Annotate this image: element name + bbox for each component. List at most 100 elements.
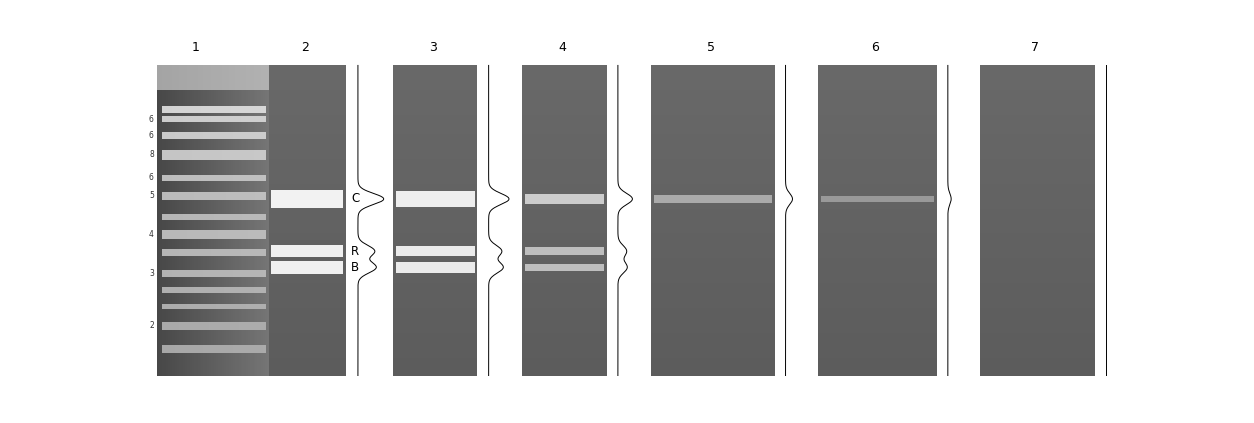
Bar [651, 140, 775, 146]
Bar [393, 277, 478, 283]
Bar [478, 66, 522, 376]
Bar [194, 66, 196, 376]
Bar [651, 221, 775, 227]
Bar [979, 215, 1095, 221]
Bar [169, 66, 172, 376]
Bar [207, 66, 209, 376]
Text: 3: 3 [429, 41, 436, 54]
Bar [268, 71, 346, 78]
Bar [818, 296, 937, 302]
Bar [393, 71, 478, 78]
Bar [979, 140, 1095, 146]
Bar [271, 190, 344, 209]
Bar [393, 339, 478, 345]
Text: 6: 6 [149, 173, 154, 182]
Bar [818, 128, 937, 134]
Bar [162, 287, 266, 294]
Bar [393, 370, 478, 376]
Bar [818, 159, 937, 165]
Bar [522, 202, 607, 209]
Bar [651, 252, 775, 258]
Bar [651, 327, 775, 333]
Text: 1: 1 [192, 41, 199, 54]
Bar [979, 264, 1095, 271]
Bar [818, 308, 937, 314]
Bar [268, 227, 346, 233]
Bar [651, 177, 775, 184]
Bar [162, 175, 266, 181]
Bar [818, 352, 937, 358]
Bar [818, 321, 937, 327]
Bar [162, 116, 266, 122]
Bar [651, 115, 775, 121]
Text: 4: 4 [558, 41, 566, 54]
Bar [522, 227, 607, 233]
Bar [183, 66, 184, 376]
Text: 6: 6 [149, 131, 154, 140]
Bar [651, 264, 775, 271]
Bar [651, 202, 775, 209]
Bar [979, 239, 1095, 246]
Bar [393, 271, 478, 277]
Bar [818, 153, 937, 159]
Bar [979, 246, 1095, 252]
Bar [268, 90, 346, 96]
Bar [522, 289, 607, 296]
Bar [267, 66, 268, 376]
Bar [218, 66, 221, 376]
Bar [162, 66, 164, 376]
Text: 6: 6 [872, 41, 879, 54]
Bar [818, 221, 937, 227]
Bar [209, 66, 211, 376]
Bar [818, 215, 937, 221]
Bar [651, 184, 775, 190]
Bar [522, 103, 607, 109]
Bar [522, 283, 607, 289]
Bar [979, 289, 1095, 296]
Bar [268, 109, 346, 115]
Bar [268, 308, 346, 314]
Bar [393, 196, 478, 202]
Bar [979, 302, 1095, 308]
Bar [522, 302, 607, 308]
Bar [522, 327, 607, 333]
Bar [268, 140, 346, 146]
Bar [393, 327, 478, 333]
Bar [172, 66, 173, 376]
Text: 5: 5 [707, 41, 715, 54]
Bar [162, 230, 266, 239]
Bar [522, 364, 607, 370]
Bar [818, 78, 937, 84]
Bar [818, 202, 937, 209]
Bar [818, 289, 937, 296]
Bar [268, 165, 346, 171]
Bar [818, 345, 937, 352]
Bar [191, 66, 192, 376]
Bar [198, 66, 199, 376]
Bar [268, 289, 346, 296]
Bar [241, 66, 242, 376]
Bar [818, 196, 937, 202]
Bar [158, 66, 161, 376]
Bar [268, 333, 346, 339]
Bar [393, 227, 478, 233]
Bar [775, 66, 818, 376]
Bar [252, 66, 253, 376]
Bar [979, 96, 1095, 103]
Bar [818, 90, 937, 96]
Bar [396, 191, 474, 207]
Bar [522, 90, 607, 96]
Bar [393, 96, 478, 103]
Bar [393, 252, 478, 258]
Bar [979, 314, 1095, 321]
Bar [818, 277, 937, 283]
Bar [522, 165, 607, 171]
Bar [162, 192, 266, 200]
Bar [818, 364, 937, 370]
Bar [818, 109, 937, 115]
Bar [242, 66, 245, 376]
Bar [607, 66, 651, 376]
Bar [651, 271, 775, 277]
Bar [522, 264, 607, 271]
Bar [162, 151, 266, 159]
